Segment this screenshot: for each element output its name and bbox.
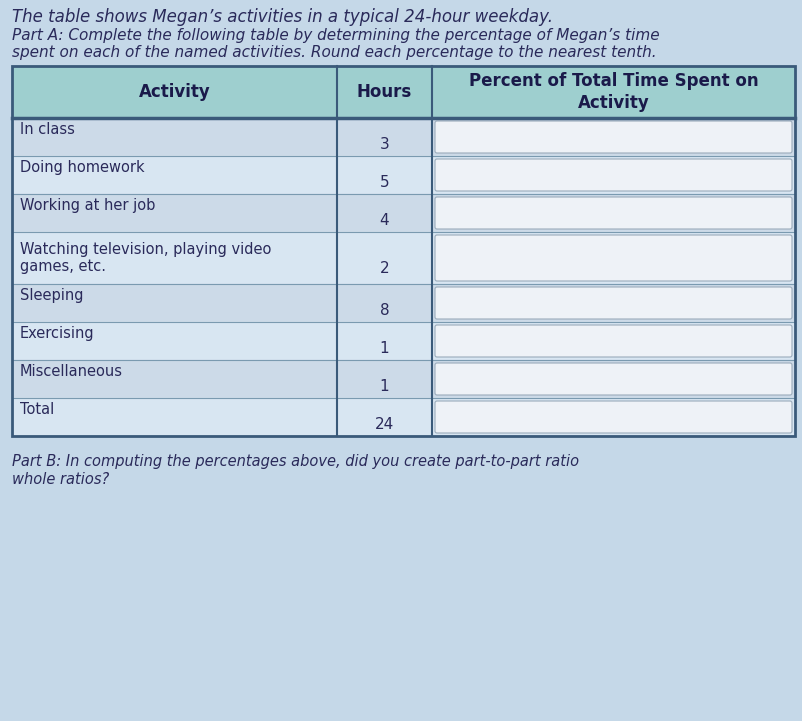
FancyBboxPatch shape — [435, 159, 792, 191]
Text: Working at her job: Working at her job — [20, 198, 156, 213]
Text: Watching television, playing video: Watching television, playing video — [20, 242, 271, 257]
Bar — [12, 66, 795, 118]
Text: Sleeping: Sleeping — [20, 288, 83, 303]
Text: Miscellaneous: Miscellaneous — [20, 364, 123, 379]
FancyBboxPatch shape — [435, 235, 792, 281]
Text: Doing homework: Doing homework — [20, 160, 144, 175]
Text: whole ratios?: whole ratios? — [12, 472, 109, 487]
Text: Part A: Complete the following table by determining the percentage of Megan’s ti: Part A: Complete the following table by … — [12, 28, 659, 43]
Text: 1: 1 — [379, 341, 389, 356]
Text: In class: In class — [20, 122, 75, 137]
Bar — [12, 156, 795, 194]
Bar — [12, 118, 795, 156]
Bar — [12, 322, 795, 360]
Text: The table shows Megan’s activities in a typical 24-hour weekday.: The table shows Megan’s activities in a … — [12, 8, 553, 26]
Text: 3: 3 — [379, 137, 390, 152]
Text: Exercising: Exercising — [20, 326, 95, 341]
FancyBboxPatch shape — [435, 197, 792, 229]
Text: 4: 4 — [379, 213, 389, 228]
FancyBboxPatch shape — [435, 287, 792, 319]
Bar — [12, 284, 795, 322]
Bar — [12, 66, 795, 436]
Text: games, etc.: games, etc. — [20, 259, 106, 274]
Text: Hours: Hours — [357, 83, 412, 101]
Text: 24: 24 — [375, 417, 394, 432]
Bar — [12, 360, 795, 398]
Bar — [12, 398, 795, 436]
FancyBboxPatch shape — [435, 363, 792, 395]
Text: 8: 8 — [379, 303, 389, 318]
FancyBboxPatch shape — [435, 121, 792, 153]
Bar — [12, 66, 795, 436]
Text: spent on each of the named activities. Round each percentage to the nearest tent: spent on each of the named activities. R… — [12, 45, 657, 60]
Text: 1: 1 — [379, 379, 389, 394]
Text: Part B: In computing the percentages above, did you create part-to-part ratio: Part B: In computing the percentages abo… — [12, 454, 579, 469]
Text: Total: Total — [20, 402, 55, 417]
FancyBboxPatch shape — [435, 401, 792, 433]
Bar — [12, 194, 795, 232]
FancyBboxPatch shape — [435, 325, 792, 357]
Text: Activity: Activity — [139, 83, 210, 101]
Bar — [12, 232, 795, 284]
Text: Percent of Total Time Spent on
Activity: Percent of Total Time Spent on Activity — [468, 72, 759, 112]
Text: 2: 2 — [379, 261, 389, 276]
Text: 5: 5 — [379, 175, 389, 190]
